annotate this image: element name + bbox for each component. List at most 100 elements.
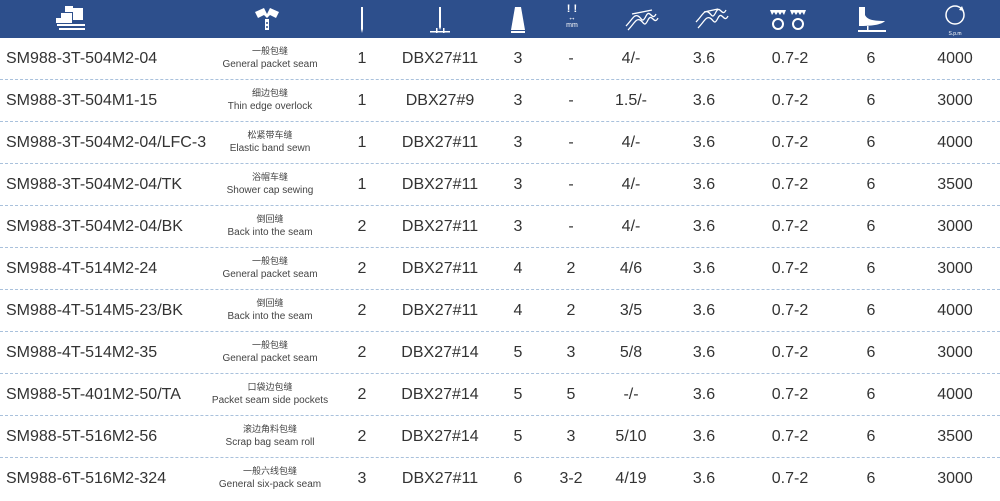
- presser-foot-lift: 6: [866, 260, 876, 277]
- table-row: SM988-5T-516M2-56 滚边角料包缝 Scrap bag seam …: [0, 416, 1000, 458]
- needle-distance: 3: [566, 344, 576, 361]
- needle-count: 3: [357, 470, 367, 487]
- needle-distance: -: [568, 218, 574, 235]
- needle-count: 2: [357, 428, 367, 445]
- differential-feed-icon: [695, 8, 729, 29]
- feed-ratio: 0.7-2: [771, 470, 809, 487]
- presser-foot-lift: 6: [866, 386, 876, 403]
- needle-distance: 2: [566, 260, 576, 277]
- description-cn: 一般六线包缝: [242, 466, 298, 476]
- model-number: SM988-4T-514M5-23/BK: [6, 302, 183, 319]
- speed-icon: S.p.m: [940, 4, 970, 37]
- needle-distance: -: [568, 134, 574, 151]
- needle-gauge-icon: [430, 7, 450, 33]
- thread-count: 6: [513, 470, 523, 487]
- description-cn: 一般包缝: [251, 340, 288, 350]
- seam-description: 一般六线包缝 General six-pack seam: [219, 465, 321, 491]
- needle-count: 1: [357, 176, 367, 193]
- description-cn: 倒回缝: [256, 298, 284, 308]
- presser-foot-lift: 6: [866, 134, 876, 151]
- max-speed: 4000: [937, 386, 973, 403]
- table-row: SM988-4T-514M2-35 一般包缝 General packet se…: [0, 332, 1000, 374]
- thread-count: 4: [513, 302, 523, 319]
- needle-count: 2: [357, 386, 367, 403]
- description-cn: 倒回缝: [256, 214, 284, 224]
- description-cn: 浴帽车缝: [251, 172, 288, 182]
- thread-count: 5: [513, 344, 523, 361]
- seam-description: 浴帽车缝 Shower cap sewing: [227, 171, 314, 197]
- table-header: ! ! ↔ mm S.p.m: [0, 0, 1000, 38]
- needle-type: DBX27#14: [401, 428, 479, 445]
- feed-ratio: 0.7-2: [771, 344, 809, 361]
- table-row: SM988-3T-504M2-04/BK 倒回缝 Back into the s…: [0, 206, 1000, 248]
- model-number: SM988-3T-504M2-04: [6, 50, 158, 67]
- description-cn: 一般包缝: [251, 256, 288, 266]
- needle-count: 1: [357, 134, 367, 151]
- differential-feed: 3.6: [692, 50, 716, 67]
- thread-count: 3: [513, 176, 523, 193]
- presser-foot-lift: 6: [866, 50, 876, 67]
- needle-type: DBX27#11: [401, 218, 479, 235]
- seam-description: 倒回缝 Back into the seam: [227, 297, 312, 323]
- differential-feed: 3.6: [692, 470, 716, 487]
- model-number: SM988-4T-514M2-35: [6, 344, 158, 361]
- table-row: SM988-3T-504M2-04/LFC-3 松紧带车缝 Elastic ba…: [0, 122, 1000, 164]
- mm-label: mm: [566, 22, 578, 29]
- model-number: SM988-5T-401M2-50/TA: [6, 386, 181, 403]
- thread-count: 3: [513, 218, 523, 235]
- feed-dogs-icon: [770, 10, 806, 30]
- table-row: SM988-6T-516M2-324 一般六线包缝 General six-pa…: [0, 458, 1000, 500]
- description-en: General packet seam: [222, 269, 318, 280]
- description-cn: 细边包缝: [251, 88, 288, 98]
- feed-ratio: 0.7-2: [771, 176, 809, 193]
- description-en: Back into the seam: [227, 227, 313, 238]
- presser-foot-lift: 6: [866, 176, 876, 193]
- description-cn: 一般包缝: [251, 46, 288, 56]
- stitch-length-icon: [625, 9, 659, 31]
- seam-description: 细边包缝 Thin edge overlock: [228, 87, 313, 113]
- description-en: General packet seam: [222, 353, 318, 364]
- description-en: General six-pack seam: [218, 479, 322, 490]
- needle-type: DBX27#11: [401, 470, 479, 487]
- presser-foot-lift: 6: [866, 92, 876, 109]
- needle-type: DBX27#11: [401, 50, 479, 67]
- needle-type: DBX27#11: [401, 176, 479, 193]
- differential-feed: 3.6: [692, 386, 716, 403]
- seam-description: 一般包缝 General packet seam: [222, 255, 317, 281]
- max-speed: 4000: [937, 50, 973, 67]
- stitch-length: 4/-: [621, 50, 641, 67]
- needle-count: 2: [357, 302, 367, 319]
- max-speed: 3000: [937, 260, 973, 277]
- model-number: SM988-3T-504M2-04/LFC-3: [6, 134, 207, 151]
- needle-distance: -: [568, 176, 574, 193]
- description-en: Packet seam side pockets: [211, 395, 329, 406]
- description-cn: 松紧带车缝: [247, 130, 293, 140]
- max-speed: 3000: [937, 470, 973, 487]
- stitch-length: -/-: [623, 386, 639, 403]
- model-number: SM988-6T-516M2-324: [6, 470, 167, 487]
- table-row: SM988-3T-504M2-04 一般包缝 General packet se…: [0, 38, 1000, 80]
- needle-distance: -: [568, 92, 574, 109]
- stitch-length: 4/19: [615, 470, 647, 487]
- stitch-length: 5/10: [615, 428, 647, 445]
- differential-feed: 3.6: [692, 302, 716, 319]
- description-en: Thin edge overlock: [227, 101, 313, 112]
- differential-feed: 3.6: [692, 428, 716, 445]
- needle-distance: 5: [566, 386, 576, 403]
- thread-count: 3: [513, 92, 523, 109]
- presser-foot-lift: 6: [866, 218, 876, 235]
- presser-foot-lift: 6: [866, 470, 876, 487]
- feed-ratio: 0.7-2: [771, 218, 809, 235]
- presser-foot-lift: 6: [866, 344, 876, 361]
- needle-count: 2: [357, 344, 367, 361]
- stitch-length: 4/-: [621, 134, 641, 151]
- description-en: Elastic band sewn: [229, 143, 311, 154]
- differential-feed: 3.6: [692, 134, 716, 151]
- max-speed: 4000: [937, 302, 973, 319]
- thread-count: 5: [513, 428, 523, 445]
- needle-distance: 3-2: [559, 470, 583, 487]
- differential-feed: 3.6: [692, 176, 716, 193]
- feed-ratio: 0.7-2: [771, 50, 809, 67]
- seam-description: 倒回缝 Back into the seam: [227, 213, 312, 239]
- max-speed: 3000: [937, 92, 973, 109]
